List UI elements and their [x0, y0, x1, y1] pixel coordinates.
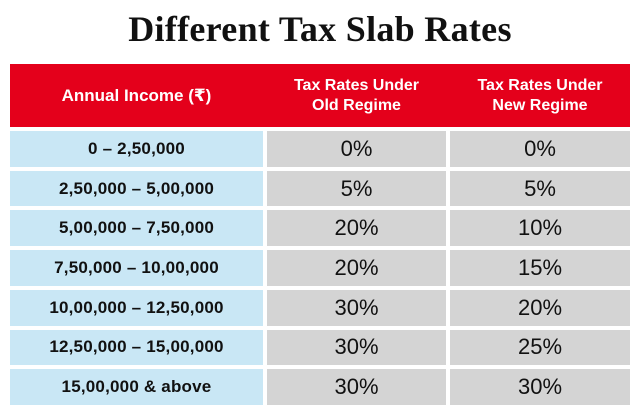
header-annual-income: Annual Income (₹) [10, 64, 263, 127]
header-new-regime: Tax Rates Under New Regime [450, 64, 630, 127]
header-new-regime-line2: New Regime [492, 96, 588, 114]
tax-slab-table: Annual Income (₹) Tax Rates Under Old Re… [10, 64, 630, 405]
old-regime-rate-cell: 20% [267, 250, 446, 286]
old-regime-rate-cell: 5% [267, 170, 446, 207]
income-range-cell: 10,00,000 – 12,50,000 [10, 289, 263, 326]
header-old-regime-line2: Old Regime [312, 96, 401, 114]
header-old-regime: Tax Rates Under Old Regime [267, 64, 446, 127]
column-divider [263, 131, 267, 167]
column-divider [446, 170, 450, 207]
old-regime-rate-cell: 30% [267, 329, 446, 366]
income-range-cell: 15,00,000 & above [10, 369, 263, 405]
new-regime-rate-cell: 20% [450, 289, 630, 326]
column-divider [263, 210, 267, 247]
income-range-cell: 7,50,000 – 10,00,000 [10, 250, 263, 286]
header-divider [446, 64, 450, 127]
new-regime-rate-cell: 10% [450, 210, 630, 247]
old-regime-rate-cell: 30% [267, 289, 446, 326]
income-range-cell: 0 – 2,50,000 [10, 131, 263, 167]
column-divider [263, 329, 267, 366]
new-regime-rate-cell: 25% [450, 329, 630, 366]
income-range-cell: 2,50,000 – 5,00,000 [10, 170, 263, 207]
new-regime-rate-cell: 0% [450, 131, 630, 167]
new-regime-rate-cell: 5% [450, 170, 630, 207]
column-divider [446, 131, 450, 167]
header-old-regime-label: Tax Rates Under Old Regime [294, 76, 419, 116]
page-title: Different Tax Slab Rates [128, 9, 512, 49]
column-divider [263, 369, 267, 405]
income-range-cell: 5,00,000 – 7,50,000 [10, 210, 263, 247]
header-old-regime-line1: Tax Rates Under [293, 76, 420, 94]
column-divider [446, 289, 450, 326]
header-new-regime-label: Tax Rates Under New Regime [477, 76, 602, 116]
column-divider [446, 329, 450, 366]
header-annual-income-label: Annual Income (₹) [61, 85, 212, 105]
column-divider [263, 250, 267, 286]
header-new-regime-line1: Tax Rates Under [477, 76, 603, 94]
new-regime-rate-cell: 30% [450, 369, 630, 405]
header-divider [263, 64, 267, 127]
column-divider [446, 250, 450, 286]
income-range-cell: 12,50,000 – 15,00,000 [10, 329, 263, 366]
old-regime-rate-cell: 30% [267, 369, 446, 405]
column-divider [263, 170, 267, 207]
column-divider [263, 289, 267, 326]
old-regime-rate-cell: 0% [267, 131, 446, 167]
column-divider [446, 369, 450, 405]
column-divider [446, 210, 450, 247]
old-regime-rate-cell: 20% [267, 210, 446, 247]
new-regime-rate-cell: 15% [450, 250, 630, 286]
